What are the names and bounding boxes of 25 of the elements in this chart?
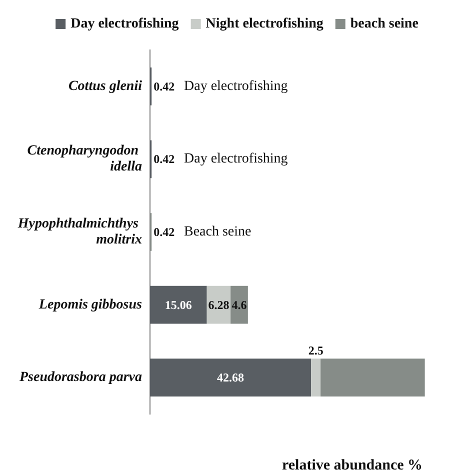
data-label: 42.68: [217, 370, 244, 385]
y-tick-label: Cottus glenii: [68, 78, 142, 94]
data-label: 0.42: [154, 152, 175, 166]
data-label: 15.06: [164, 298, 192, 312]
legend-label: Night electrofishing: [206, 16, 324, 32]
bar: [150, 286, 207, 324]
y-tick-label: Lepomis gibbosus: [38, 297, 143, 312]
bar: [311, 358, 321, 397]
bar: [230, 286, 248, 324]
legend-label: beach seine: [350, 16, 418, 32]
data-label: 2.5: [308, 344, 324, 358]
data-label: 6.28: [208, 298, 230, 312]
data-label: 4.6: [232, 298, 247, 312]
bar: [150, 358, 312, 397]
y-tick-label: Pseudorasbora parva: [19, 370, 142, 386]
x-axis-title: relative abundance %: [282, 458, 423, 474]
data-label: 0.42: [154, 225, 175, 239]
y-tick-label: Hypophthalmichthys molitrix: [16, 216, 142, 248]
bar: [320, 358, 425, 397]
data-label: 0.42: [154, 79, 175, 94]
annotation: Beach seine: [184, 224, 252, 240]
annotation: Day electrofishing: [184, 78, 288, 94]
legend-label: Day electrofishing: [70, 16, 179, 32]
annotation: Day electrofishing: [184, 152, 288, 167]
y-tick-label: Ctenopharyngodon idella: [27, 144, 142, 175]
